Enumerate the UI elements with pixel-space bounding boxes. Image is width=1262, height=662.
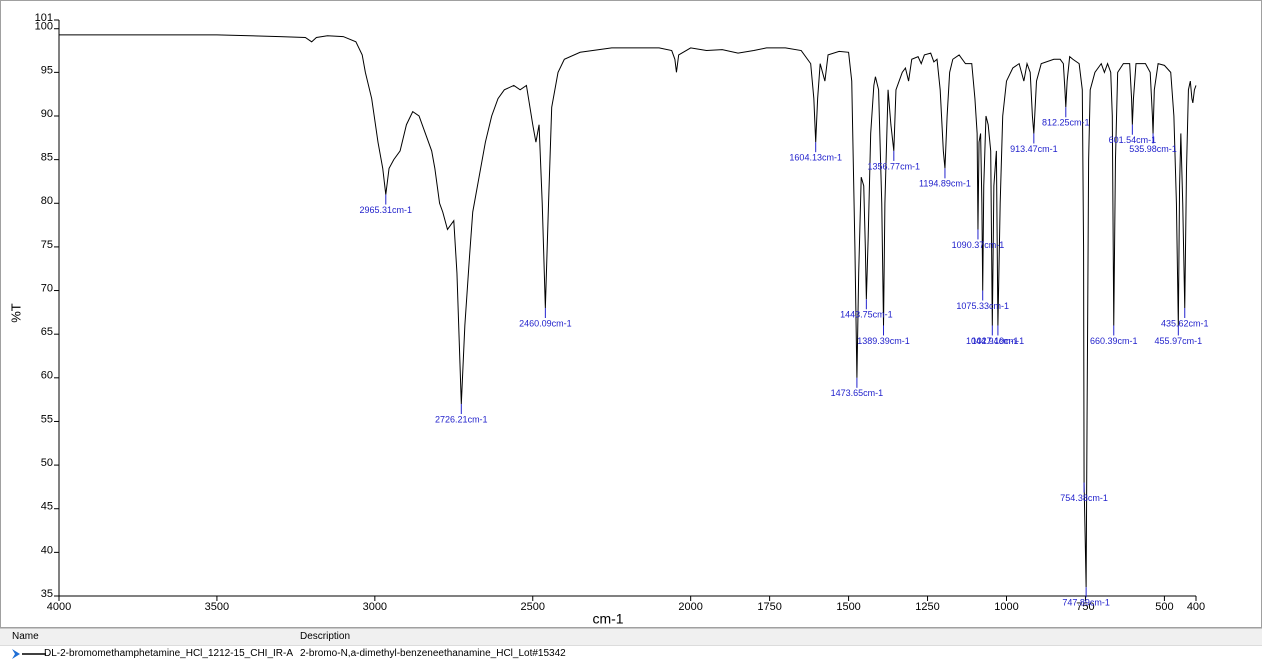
- series-description: 2-bromo-N,a-dimethyl-benzeneethanamine_H…: [300, 648, 566, 659]
- chart: cm-1 %T 35 40 45 50 55 60 65 70 75 80 85 90 95 100101…: [0, 0, 1262, 628]
- peak-label: 812.25cm-1: [1042, 118, 1090, 128]
- legend-row[interactable]: DL-2-bromomethamphetamine_HCl_1212-15_CH…: [0, 646, 1262, 662]
- legend-swatch: [12, 649, 46, 659]
- x-tick-label: 1000: [994, 601, 1018, 613]
- peak-label: 1473.65cm-1: [831, 388, 884, 398]
- peak-label: 455.97cm-1: [1155, 336, 1203, 346]
- frame: [0, 0, 1262, 628]
- peak-label: 660.39cm-1: [1090, 336, 1138, 346]
- y-tick-label: 95: [41, 64, 53, 76]
- series-name: DL-2-bromomethamphetamine_HCl_1212-15_CH…: [44, 648, 294, 659]
- y-tick-label: 85: [41, 152, 53, 164]
- x-tick-label: 500: [1155, 601, 1173, 613]
- y-axis-label: %T: [8, 303, 23, 323]
- x-tick-label: 2000: [678, 601, 702, 613]
- x-tick-label: 1250: [915, 601, 939, 613]
- peak-label: 747.89cm-1: [1062, 598, 1110, 608]
- row-arrow: [12, 649, 20, 659]
- y-tick-label: 90: [41, 108, 53, 120]
- y-tick-label: 75: [41, 239, 53, 251]
- y-tick-label: 45: [41, 501, 53, 513]
- peak-label: 754.38cm-1: [1060, 493, 1108, 503]
- x-tick-label: 3000: [363, 601, 387, 613]
- y-tick-label: 40: [41, 544, 53, 556]
- peak-label: 1075.33cm-1: [956, 301, 1009, 311]
- peak-label: 1027.19cm-1: [972, 336, 1025, 346]
- peak-label: 1604.13cm-1: [789, 153, 842, 163]
- x-tick-label: 4000: [47, 601, 71, 613]
- peak-label: 435.62cm-1: [1161, 318, 1209, 328]
- peak-label: 1194.89cm-1: [919, 179, 971, 189]
- x-tick-label: 400: [1187, 601, 1205, 613]
- x-tick-label: 1500: [836, 601, 860, 613]
- peak-label: 1389.39cm-1: [857, 336, 910, 346]
- spectrum-line: [59, 34, 1197, 588]
- peak-label: 2460.09cm-1: [519, 318, 572, 328]
- peak-label: 601.54cm-1: [1109, 135, 1157, 145]
- y-tick-label: 100: [35, 21, 53, 33]
- legend-table: Name Description DL-2-bromomethamphetami…: [0, 628, 1262, 661]
- y-tick-label: 101: [35, 12, 53, 24]
- header-name: Name: [12, 631, 39, 642]
- y-tick-label: 35: [41, 588, 53, 600]
- y-tick-label: 70: [41, 282, 53, 294]
- x-tick-label: 2500: [521, 601, 545, 613]
- y-tick-label: 65: [41, 326, 53, 338]
- x-axis-label: cm-1: [592, 611, 623, 627]
- y-tick-label: 60: [41, 370, 53, 382]
- peak-label: 913.47cm-1: [1010, 144, 1058, 154]
- x-tick-label: 1750: [757, 601, 781, 613]
- peak-label: 2965.31cm-1: [360, 205, 413, 215]
- x-tick-label: 750: [1076, 601, 1094, 613]
- y-tick-label: 50: [41, 457, 53, 469]
- y-tick-label: 55: [41, 413, 53, 425]
- x-tick-label: 3500: [205, 601, 229, 613]
- peak-label: 1356.77cm-1: [868, 161, 921, 171]
- peak-label: 1443.75cm-1: [840, 310, 893, 320]
- peak-label: 535.98cm-1: [1129, 144, 1177, 154]
- header-description: Description: [300, 631, 351, 642]
- y-tick-label: 80: [41, 195, 53, 207]
- peak-label: 1044.94cm-1: [966, 336, 1019, 346]
- legend-header: Name Description: [0, 628, 1262, 646]
- peak-label: 1090.37cm-1: [952, 240, 1005, 250]
- peak-label: 2726.21cm-1: [435, 414, 488, 424]
